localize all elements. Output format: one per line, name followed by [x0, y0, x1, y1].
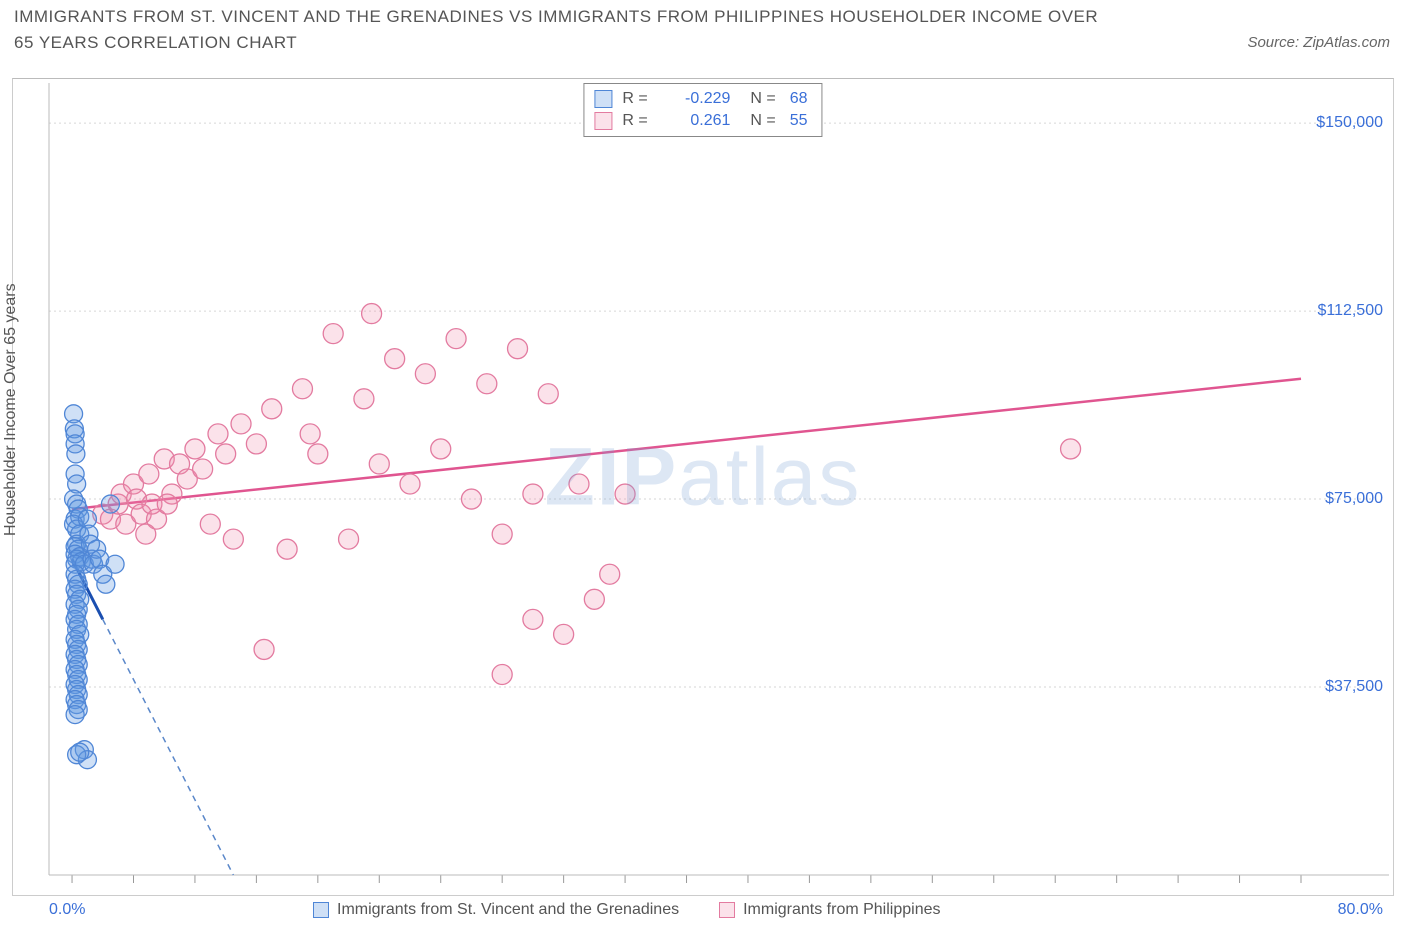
y-tick-label: $150,000 — [1316, 114, 1383, 132]
x-max-label: 80.0% — [1338, 901, 1383, 919]
y-axis-label: Householder Income Over 65 years — [2, 283, 20, 536]
legend-item-svg: Immigrants from St. Vincent and the Gren… — [313, 901, 679, 919]
source-label: Source: ZipAtlas.com — [1247, 34, 1390, 51]
scatter-svg — [13, 79, 1395, 897]
legend-swatch-phi — [594, 112, 612, 130]
plot-area: Householder Income Over 65 years ZIPatla… — [12, 78, 1394, 896]
legend-row-svg: R =-0.229 N =68 — [594, 88, 807, 110]
legend-swatch-svg — [594, 90, 612, 108]
legend-swatch-phi-icon — [719, 902, 735, 918]
legend-label-svg: Immigrants from St. Vincent and the Gren… — [337, 901, 679, 919]
y-tick-label: $75,000 — [1325, 490, 1383, 508]
y-tick-label: $37,500 — [1325, 678, 1383, 696]
legend-item-phi: Immigrants from Philippines — [719, 901, 940, 919]
chart-title: IMMIGRANTS FROM ST. VINCENT AND THE GREN… — [14, 4, 1114, 56]
legend-swatch-svg-icon — [313, 902, 329, 918]
x-min-label: 0.0% — [49, 901, 85, 919]
y-tick-label: $112,500 — [1317, 302, 1383, 320]
legend-row-phi: R =0.261 N =55 — [594, 110, 807, 132]
legend-label-phi: Immigrants from Philippines — [743, 901, 940, 919]
stats-legend: R =-0.229 N =68 R =0.261 N =55 — [583, 83, 822, 137]
bottom-legend: Immigrants from St. Vincent and the Gren… — [313, 901, 941, 919]
